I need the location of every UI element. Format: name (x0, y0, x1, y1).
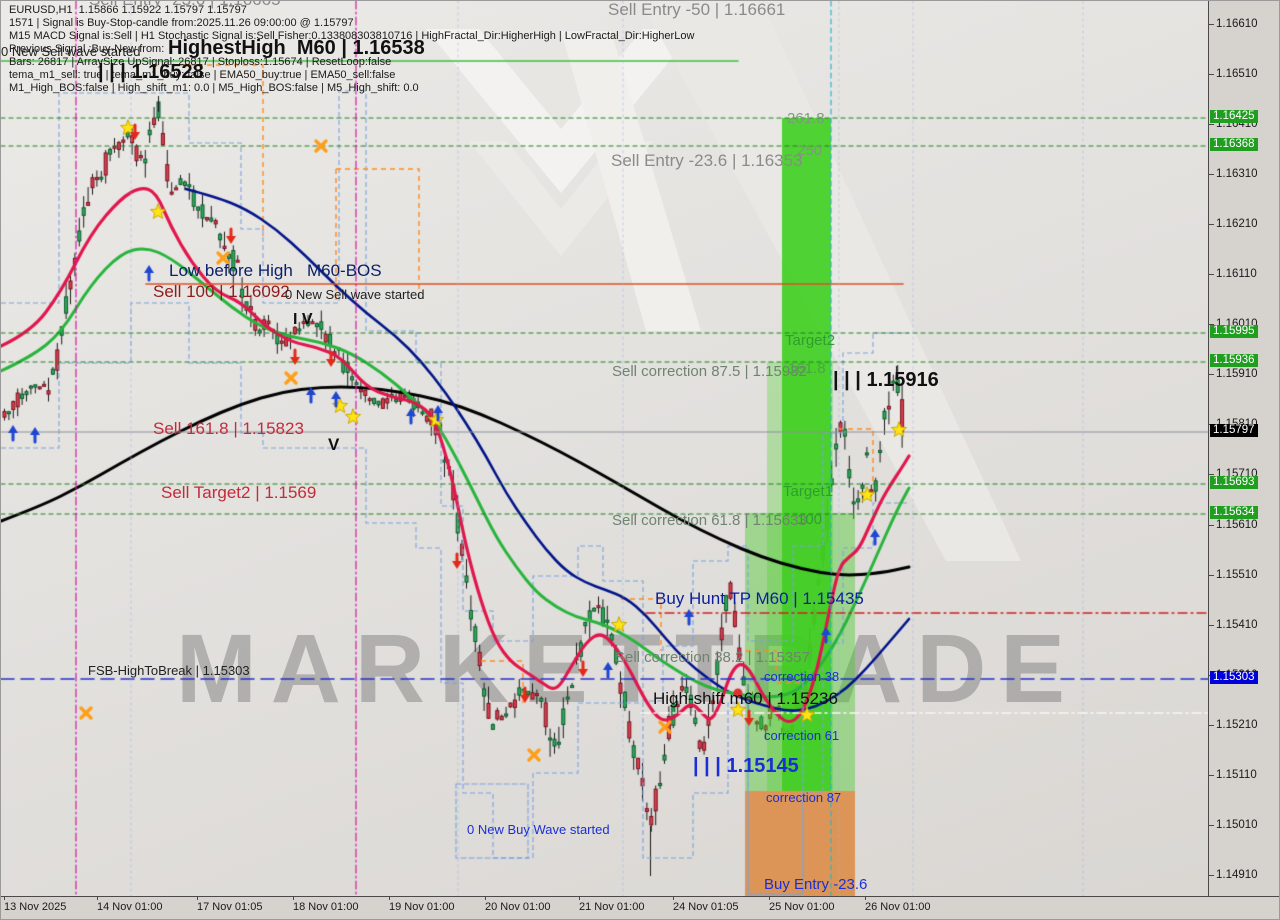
price-tag: 1.15634 (1210, 506, 1258, 519)
price-tag: 1.16425 (1210, 110, 1258, 123)
time-label: 25 Nov 01:00 (769, 897, 835, 913)
time-label: 18 Nov 01:00 (293, 897, 359, 913)
price-tick: 1.15510 (1209, 569, 1258, 581)
price-tag: 1.16368 (1210, 138, 1258, 151)
price-tag: 1.15693 (1210, 476, 1258, 489)
time-label: 14 Nov 01:00 (97, 897, 163, 913)
time-label: 20 Nov 01:00 (485, 897, 551, 913)
price-tag: 1.15797 (1210, 424, 1258, 437)
symbol-info-block: EURUSD,H1 1.15866 1.15922 1.15797 1.1579… (9, 4, 694, 95)
time-axis[interactable]: 13 Nov 2025 14 Nov 01:00 17 Nov 01:05 18 No… (1, 896, 1279, 919)
price-tick: 1.15910 (1209, 368, 1258, 380)
info-line-2: 1571 | Signal is Buy-Stop-candle from:20… (9, 17, 354, 29)
time-label: 17 Nov 01:05 (197, 897, 263, 913)
price-tag: 1.15995 (1210, 325, 1258, 338)
time-label: 13 Nov 2025 (4, 897, 67, 913)
info-line-6: tema_m1_sell: true | tema_m1_buy: false … (9, 69, 396, 81)
price-tag: 1.15936 (1210, 354, 1258, 367)
price-axis[interactable]: 1.16610 1.16510 1.16410 1.16310 1.16210 1.161… (1208, 1, 1279, 896)
time-label: 21 Nov 01:00 (579, 897, 645, 913)
price-tick: 1.15010 (1209, 819, 1258, 831)
time-label: 19 Nov 01:00 (389, 897, 455, 913)
price-tick: 1.16110 (1209, 268, 1257, 280)
time-label: 26 Nov 01:00 (865, 897, 931, 913)
info-line-7: M1_High_BOS:false | High_shift_m1: 0.0 |… (9, 82, 419, 94)
price-tick: 1.16510 (1209, 68, 1258, 80)
info-line-4: Previous Signal :Buy-New from: (9, 43, 165, 55)
time-label: 24 Nov 01:05 (673, 897, 739, 913)
info-line-1: EURUSD,H1 1.15866 1.15922 1.15797 1.1579… (9, 4, 247, 16)
info-line-3: M15 MACD Signal is:Sell | H1 Stochastic … (9, 30, 695, 42)
price-tick: 1.14910 (1209, 869, 1258, 881)
price-tick: 1.15610 (1209, 519, 1258, 531)
price-tag: 1.15303 (1210, 671, 1258, 684)
info-line-5: Bars: 26817 | ArraySize UpSignal: 26817 … (9, 56, 392, 68)
price-tick: 1.15110 (1209, 769, 1257, 781)
price-tick: 1.15410 (1209, 619, 1258, 631)
price-tick: 1.15210 (1209, 719, 1258, 731)
price-tick: 1.16210 (1209, 218, 1258, 230)
price-tick: 1.16610 (1209, 18, 1258, 30)
price-tick: 1.16310 (1209, 168, 1258, 180)
chart-canvas[interactable] (1, 1, 1208, 896)
